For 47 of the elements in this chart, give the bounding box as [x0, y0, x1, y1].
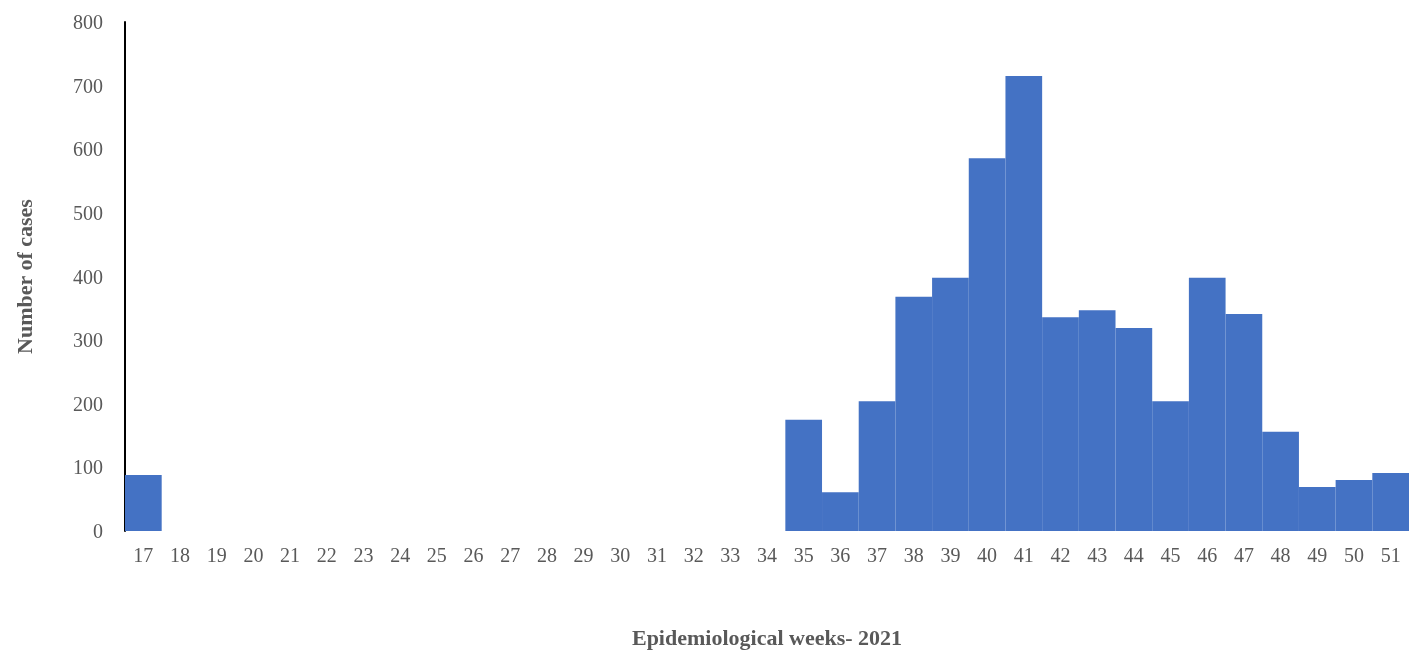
- y-tick-label: 800: [73, 11, 103, 33]
- x-tick-label: 44: [1123, 544, 1144, 566]
- x-tick-label: 46: [1197, 544, 1218, 566]
- x-tick-label: 23: [353, 544, 374, 566]
- x-tick-label: 25: [426, 544, 447, 566]
- x-tick-label: 27: [500, 544, 521, 566]
- x-tick-label: 47: [1233, 544, 1254, 566]
- x-tick-label: 36: [830, 544, 851, 566]
- x-tick-label: 41: [1013, 544, 1034, 566]
- x-tick-label: 34: [757, 544, 777, 566]
- x-tick-label: 28: [536, 544, 557, 566]
- x-tick-label: 24: [390, 544, 411, 566]
- x-tick-label: 42: [1050, 544, 1071, 566]
- x-tick-label: 48: [1270, 544, 1291, 566]
- y-tick-label: 300: [73, 329, 103, 352]
- x-tick-label: 20: [243, 544, 264, 566]
- x-tick-label: 50: [1343, 544, 1364, 566]
- x-axis-title: Epidemiological weeks- 2021: [631, 624, 903, 650]
- x-tick-label: 45: [1160, 544, 1181, 566]
- x-tick-label: 31: [646, 544, 667, 566]
- y-tick-label: 600: [73, 138, 103, 161]
- x-tick-label: 40: [977, 544, 998, 566]
- x-tick-label: 30: [610, 544, 631, 566]
- x-tick-label: 37: [867, 544, 888, 566]
- x-tick-label: 49: [1307, 544, 1328, 566]
- y-tick-label: 500: [73, 201, 103, 224]
- y-tick-label: 700: [73, 74, 103, 97]
- y-tick-label: 400: [73, 265, 103, 288]
- bar: [125, 475, 162, 531]
- x-tick-label: 35: [793, 544, 814, 566]
- y-axis-title: Number of cases: [11, 198, 37, 354]
- x-tick-label: 17: [133, 544, 154, 566]
- x-tick-label: 39: [940, 544, 961, 566]
- x-tick-label: 29: [573, 544, 594, 566]
- x-tick-label: 26: [463, 544, 484, 566]
- x-tick-label: 19: [206, 544, 227, 566]
- x-tick-label: 21: [280, 544, 301, 566]
- y-tick-label: 200: [73, 392, 103, 415]
- x-tick-label: 43: [1087, 544, 1108, 566]
- x-tick-label: 22: [316, 544, 337, 566]
- x-tick-label: 32: [683, 544, 704, 566]
- y-tick-label: 100: [73, 456, 103, 479]
- y-tick-label: 0: [93, 520, 103, 542]
- x-tick-label: 33: [720, 544, 741, 566]
- x-tick-label: 51: [1380, 544, 1401, 566]
- x-tick-label: 38: [903, 544, 924, 566]
- x-tick-label: 18: [170, 544, 191, 566]
